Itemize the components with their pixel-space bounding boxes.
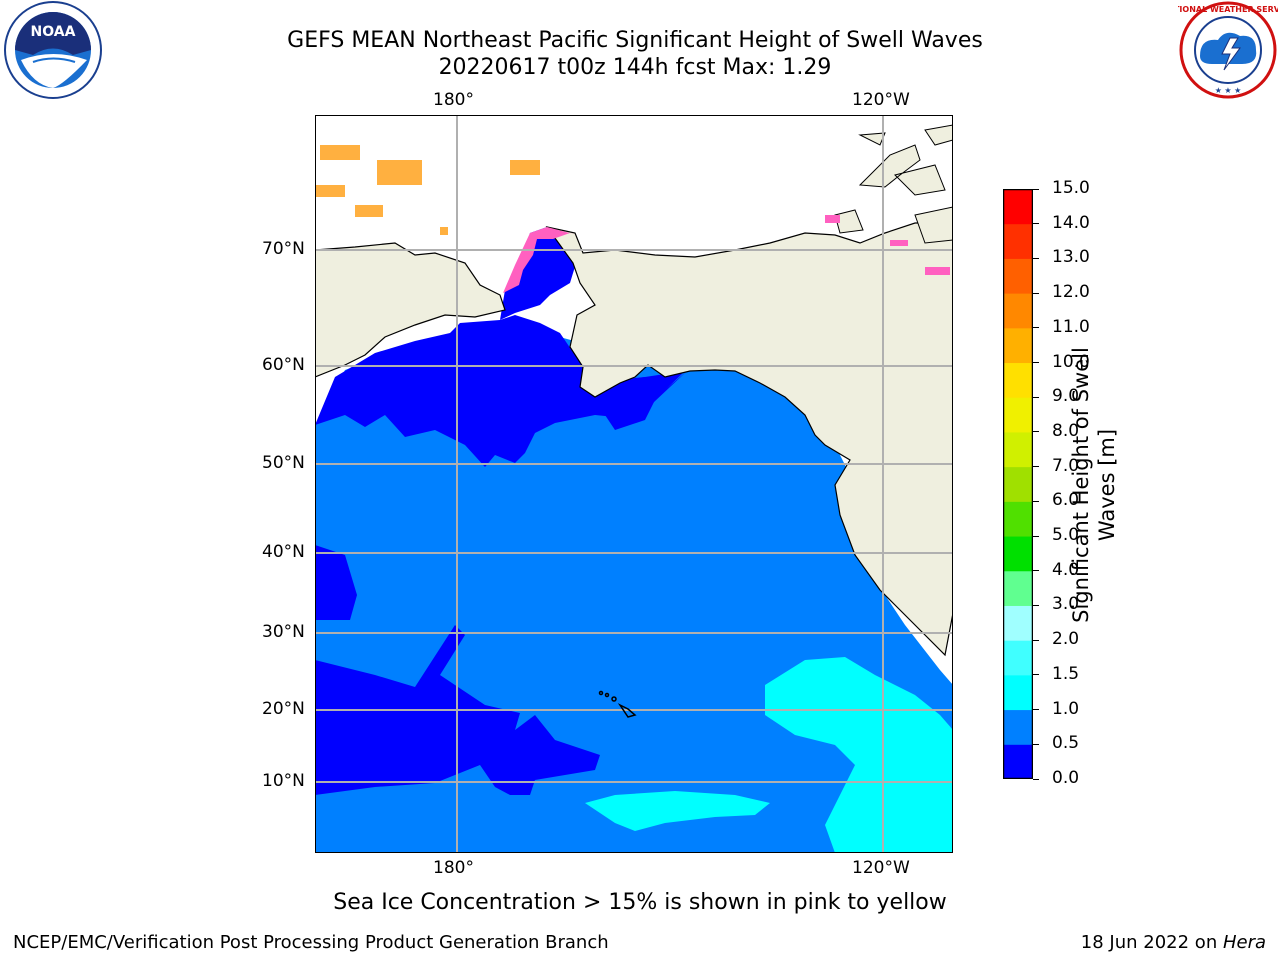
colorbar-tick-label: 0.5	[1052, 733, 1080, 754]
footer-date: 18 Jun 2022 on	[1080, 932, 1223, 953]
colorbar-segment	[1003, 605, 1033, 641]
lat-label-40n: 40°N	[262, 542, 305, 562]
lat-label-30n: 30°N	[262, 622, 305, 642]
colorbar-tick-mark	[1033, 292, 1039, 294]
swell-height-map	[315, 115, 953, 853]
colorbar-segment	[1003, 431, 1033, 468]
colorbar-tick-label: 0.0	[1052, 768, 1080, 788]
colorbar-segment	[1003, 709, 1033, 745]
colorbar-tick-label: 4.0	[1052, 559, 1080, 580]
colorbar-tick-mark	[1033, 500, 1039, 502]
colorbar-segment	[1003, 466, 1033, 502]
colorbar-segment	[1003, 397, 1033, 433]
colorbar-tick-label: 11.0	[1052, 316, 1090, 337]
colorbar-tick-mark	[1033, 257, 1039, 259]
ocean-swell-high-east	[765, 657, 953, 853]
chart-title: GEFS MEAN Northeast Pacific Significant …	[287, 28, 983, 53]
colorbar-tick-label: 9.0	[1052, 386, 1080, 407]
lat-label-20n: 20°N	[262, 699, 305, 719]
colorbar-tick-mark	[1033, 431, 1039, 433]
ocean-swell-low-gulf	[605, 371, 685, 430]
land-arctic-islands	[834, 124, 953, 244]
colorbar-tick-label: 1.5	[1052, 663, 1080, 684]
colorbar-tick-mark	[1033, 327, 1039, 329]
sea-ice	[315, 145, 950, 275]
map-gridlines	[315, 115, 953, 853]
colorbar-tick-label: 8.0	[1052, 420, 1080, 441]
colorbar-tick-label: 5.0	[1052, 525, 1080, 546]
colorbar-segment	[1003, 501, 1033, 537]
lat-label-10n: 10°N	[262, 771, 305, 791]
colorbar-tick-mark	[1033, 223, 1039, 225]
colorbar-segment	[1003, 674, 1033, 711]
lon-label-top-180: 180°	[433, 90, 474, 110]
colorbar-segment	[1003, 536, 1033, 572]
colorbar-tick-mark	[1033, 396, 1039, 398]
footer-right: 18 Jun 2022 on Hera	[1081, 932, 1266, 953]
colorbar-label: Significant Height of Swell Waves [m]	[1069, 347, 1119, 623]
colorbar-segment	[1003, 293, 1033, 329]
lon-label-bottom-180: 180°	[433, 858, 474, 878]
sea-ice-note: Sea Ice Concentration > 15% is shown in …	[333, 890, 947, 915]
ocean-swell-low-north	[315, 315, 687, 467]
noaa-logo: NOAA	[4, 1, 102, 99]
colorbar-tick-label: 14.0	[1052, 212, 1090, 233]
footer-left: NCEP/EMC/Verification Post Processing Pr…	[13, 932, 609, 953]
lat-label-60n: 60°N	[262, 355, 305, 375]
colorbar-tick-mark	[1033, 466, 1039, 468]
land-alaska	[545, 222, 953, 657]
ocean-swell-high-south	[585, 791, 770, 831]
nws-logo: NATIONAL WEATHER SERVICE ★ ★ ★	[1178, 1, 1278, 99]
colorbar-tick-mark	[1033, 570, 1039, 572]
colorbar-tick-label: 7.0	[1052, 455, 1080, 476]
colorbar-tick-label: 2.0	[1052, 629, 1080, 650]
colorbar-segment	[1003, 362, 1033, 398]
colorbar-segment	[1003, 640, 1033, 676]
lat-label-70n: 70°N	[262, 239, 305, 259]
colorbar-tick-mark	[1033, 709, 1039, 711]
colorbar-tick-label: 1.0	[1052, 698, 1080, 719]
colorbar-segment	[1003, 744, 1033, 779]
colorbar-tick-mark	[1033, 188, 1039, 190]
lon-label-top-120w: 120°W	[852, 90, 910, 110]
colorbar-segment	[1003, 258, 1033, 294]
colorbar-tick-mark	[1033, 535, 1039, 537]
colorbar-tick-label: 3.0	[1052, 594, 1080, 615]
colorbar-segment	[1003, 223, 1033, 259]
sea-ice-edge-chukchi	[503, 227, 577, 293]
colorbar-tick-label: 15.0	[1052, 178, 1090, 198]
colorbar-tick-mark	[1033, 639, 1039, 641]
colorbar-tick-label: 13.0	[1052, 247, 1090, 268]
footer-host: Hera	[1222, 932, 1266, 953]
ocean-swell-low-west	[315, 545, 357, 620]
lat-label-50n: 50°N	[262, 453, 305, 473]
colorbar-tick-mark	[1033, 743, 1039, 745]
svg-text:★ ★ ★: ★ ★ ★	[1215, 86, 1242, 95]
colorbar-tick-label: 10.0	[1052, 351, 1090, 372]
colorbar-tick-mark	[1033, 674, 1039, 676]
colorbar-segment	[1003, 189, 1033, 225]
chart-subtitle: 20220617 t00z 144h fcst Max: 1.29	[438, 55, 832, 80]
colorbar-tick-mark	[1033, 362, 1039, 364]
lon-label-bottom-120w: 120°W	[852, 858, 910, 878]
colorbar	[1003, 189, 1033, 779]
nws-logo-text: NATIONAL WEATHER SERVICE	[1178, 5, 1278, 14]
colorbar-segment	[1003, 570, 1033, 606]
colorbar-tick-label: 6.0	[1052, 490, 1080, 511]
colorbar-tick-mark	[1033, 778, 1039, 780]
colorbar-tick-label: 12.0	[1052, 282, 1090, 303]
noaa-logo-text: NOAA	[31, 24, 76, 40]
hawaii-islands	[598, 690, 637, 718]
colorbar-tick-mark	[1033, 604, 1039, 606]
colorbar-segment	[1003, 327, 1033, 364]
